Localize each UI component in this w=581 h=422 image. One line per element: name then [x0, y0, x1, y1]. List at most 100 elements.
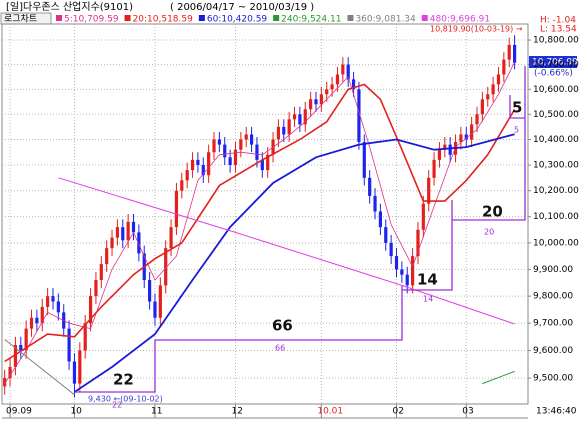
- candle-body: [137, 232, 141, 254]
- candle-body: [196, 159, 200, 165]
- candle-body: [309, 99, 313, 110]
- candle-body: [148, 280, 152, 302]
- candle-body: [239, 139, 243, 150]
- candle-body: [190, 159, 195, 171]
- high-note: H: -1.04: [540, 16, 576, 26]
- ma-line: [482, 370, 515, 385]
- y-tick-label: 10,800.00: [533, 36, 579, 46]
- candle-body: [373, 195, 377, 212]
- legend-entry: 480:9,696.91: [430, 15, 490, 25]
- candle-body: [115, 227, 119, 238]
- x-tick-label: 02: [393, 407, 404, 417]
- candle-body: [8, 366, 12, 379]
- x-tick-label: 12: [231, 407, 242, 417]
- legend-swatch: [273, 15, 280, 21]
- y-tick-label: 9,700.00: [533, 319, 573, 329]
- trough-label: 9,430 ←(09-10-02): [88, 395, 163, 404]
- candle-body: [207, 152, 211, 176]
- legend-entry: 5:10,709.59: [64, 15, 119, 25]
- candle-body: [298, 114, 302, 125]
- candle-body: [512, 44, 517, 63]
- candle-body: [110, 237, 114, 249]
- candle-body: [276, 126, 281, 140]
- candle-body: [94, 280, 98, 297]
- candle-body: [72, 361, 77, 384]
- candle-body: [346, 64, 350, 80]
- candle-body: [228, 157, 232, 165]
- candle-body: [282, 126, 286, 135]
- candle-body: [126, 221, 130, 241]
- last-change: (-0.66%): [534, 69, 573, 79]
- candle-body: [212, 139, 216, 153]
- candle-body: [19, 344, 23, 351]
- candle-body: [330, 84, 334, 90]
- candle-body: [341, 64, 345, 75]
- candle-body: [287, 119, 291, 135]
- y-tick-label: 10,100.00: [533, 212, 579, 222]
- candle-body: [443, 144, 447, 150]
- candle-body: [260, 159, 264, 171]
- y-tick-label: 9,800.00: [533, 292, 573, 302]
- x-tick-label: 10: [70, 407, 82, 417]
- candle-body: [400, 269, 404, 275]
- candle-body: [325, 89, 329, 95]
- candle-body: [67, 328, 71, 362]
- count-small: 66: [275, 344, 285, 353]
- bracket: [509, 95, 525, 119]
- candle-body: [164, 248, 168, 286]
- ma-line: [4, 83, 516, 363]
- candle-body: [292, 114, 297, 120]
- legend-entry: 20:10,518.59: [133, 15, 194, 25]
- y-tick-label: 9,600.00: [533, 346, 573, 356]
- candle-body: [180, 180, 184, 191]
- y-tick-label: 10,200.00: [533, 186, 579, 196]
- bracket: [75, 340, 156, 393]
- candle-body: [459, 134, 463, 143]
- candle-body: [496, 74, 501, 85]
- y-tick-label: 10,700.00: [533, 60, 579, 70]
- legend: 5:10,709.59 20:10,518.59 60:10,420.59 240:9…: [56, 15, 490, 25]
- legend-entry: 240:9,524.11: [281, 15, 341, 25]
- candle-body: [411, 256, 415, 286]
- candle-body: [29, 317, 34, 329]
- candle-body: [153, 301, 157, 318]
- candle-body: [78, 350, 82, 384]
- legend-swatch: [56, 15, 62, 21]
- candle-body: [427, 177, 431, 204]
- time-label: 13:46:40: [536, 407, 577, 417]
- scale-label[interactable]: 로그차트: [4, 13, 37, 25]
- candle-body: [384, 227, 388, 243]
- count-small: 5: [514, 126, 519, 135]
- count-small: 22: [112, 401, 122, 410]
- y-tick-label: 10,300.00: [533, 160, 579, 170]
- x-tick-label: 03: [462, 407, 473, 417]
- candle-body: [35, 317, 39, 324]
- count-small: 14: [423, 295, 433, 304]
- candle-body: [416, 229, 420, 257]
- candle-body: [405, 274, 409, 286]
- count-small: 20: [484, 228, 494, 237]
- candle-body: [223, 144, 227, 158]
- candle-body: [303, 109, 307, 125]
- count-label: 22: [113, 371, 134, 389]
- last-price: 10,706.99: [532, 58, 578, 68]
- peak-label: 10,819.90(10-03-19) →: [430, 25, 523, 34]
- x-tick-label: 09.09: [6, 407, 32, 417]
- candle-body: [432, 159, 436, 178]
- candle-body: [368, 177, 372, 196]
- candle-body: [464, 134, 468, 140]
- x-tick-label: 11: [151, 407, 162, 417]
- y-tick-label: 9,500.00: [533, 374, 573, 384]
- candle-body: [314, 99, 318, 105]
- ma-line: [74, 133, 515, 393]
- candle-body: [266, 154, 270, 171]
- legend-swatch: [347, 15, 354, 21]
- candle-body: [362, 142, 366, 178]
- candle-body: [40, 306, 44, 324]
- y-tick-label: 10,500.00: [533, 110, 579, 120]
- plot-area: [2, 24, 531, 418]
- candle-body: [185, 170, 189, 181]
- y-tick-label: 10,000.00: [533, 238, 579, 248]
- candle-body: [351, 79, 356, 90]
